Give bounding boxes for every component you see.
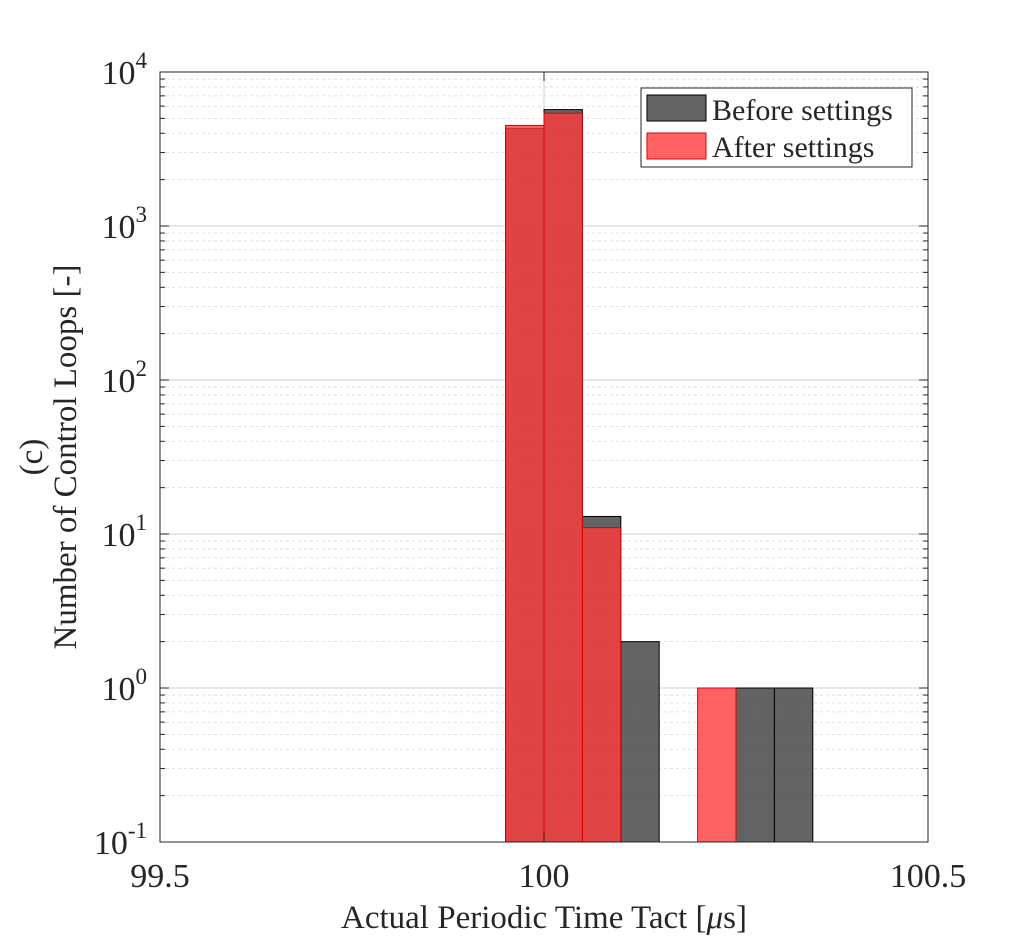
y-tick-label: 102 [102, 356, 148, 400]
legend-label-after-settings: After settings [712, 131, 874, 164]
histogram-bars [505, 109, 814, 843]
legend-swatch-before-settings [646, 94, 707, 122]
x-tick-label: 100 [519, 858, 570, 895]
y-axis-label-group: (c) Number of Control Loops [-] [14, 265, 84, 650]
y-tick-label: 104 [102, 48, 148, 92]
bar-after-settings [505, 124, 545, 843]
x-tick-label: 100.5 [890, 858, 967, 895]
bar-before-settings [735, 687, 775, 843]
y-tick-label: 103 [102, 202, 148, 246]
bar-after-settings [697, 687, 737, 843]
legend: Before settings After settings [640, 87, 913, 168]
y-axis-label: Number of Control Loops [-] [48, 265, 84, 650]
bar-before-settings [620, 641, 660, 843]
axis-ticks [159, 71, 929, 843]
x-tick-label: 99.5 [130, 858, 190, 895]
y-tick-label: 10-1 [94, 818, 147, 862]
bar-after-settings [543, 112, 583, 843]
legend-swatch-after-settings [646, 132, 707, 160]
x-tick-labels: 99.5 100 100.5 [130, 858, 966, 895]
bar-before-settings [773, 687, 814, 843]
y-tick-labels: 10-1 100 101 102 103 104 [94, 48, 148, 862]
legend-label-before-settings: Before settings [712, 94, 893, 127]
y-tick-label: 101 [102, 510, 148, 554]
y-tick-label: 100 [102, 664, 148, 708]
x-axis-label: Actual Periodic Time Tact [μs] [341, 900, 747, 936]
bar-after-settings [581, 527, 622, 843]
panel-label: (c) [14, 439, 50, 476]
